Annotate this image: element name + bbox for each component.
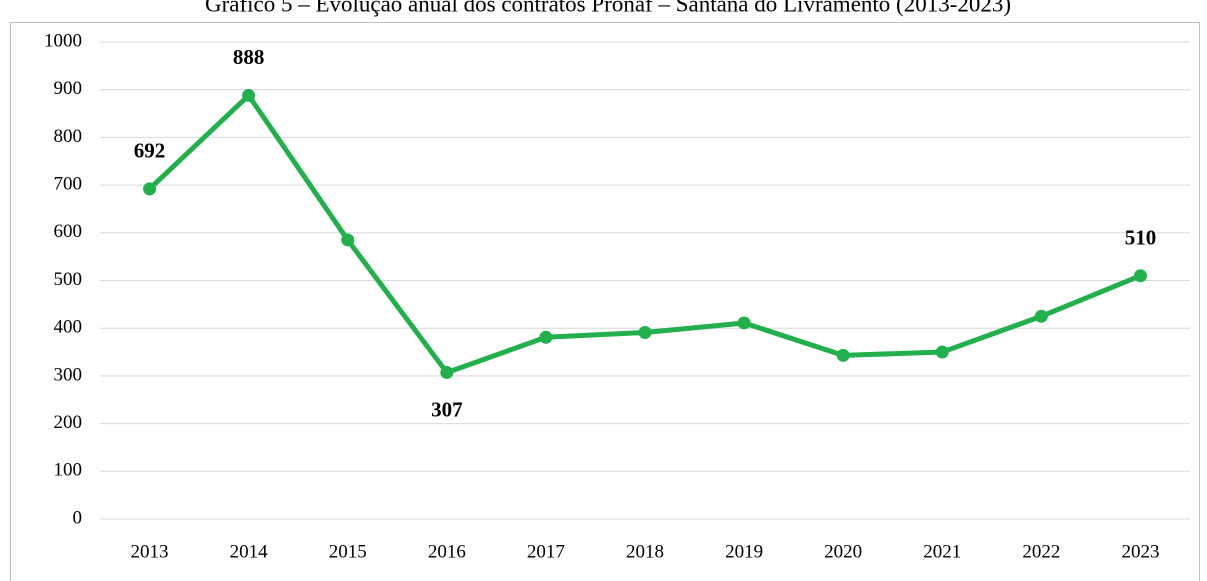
y-tick-label: 800 bbox=[54, 126, 83, 147]
y-tick-label: 0 bbox=[73, 507, 83, 528]
data-point bbox=[440, 366, 454, 380]
y-tick-label: 1000 bbox=[44, 30, 82, 51]
x-tick-label: 2016 bbox=[428, 541, 466, 562]
data-point bbox=[737, 316, 751, 330]
data-point bbox=[1034, 309, 1048, 323]
x-tick-label: 2020 bbox=[824, 541, 862, 562]
x-tick-label: 2019 bbox=[725, 541, 763, 562]
data-point bbox=[341, 233, 355, 247]
y-tick-label: 200 bbox=[54, 412, 83, 433]
y-tick-label: 900 bbox=[54, 78, 83, 99]
y-tick-label: 300 bbox=[54, 364, 83, 385]
data-point bbox=[143, 182, 157, 196]
y-tick-label: 500 bbox=[54, 269, 83, 290]
data-label: 888 bbox=[233, 45, 265, 69]
x-tick-label: 2018 bbox=[626, 541, 664, 562]
data-point bbox=[935, 345, 949, 359]
x-tick-label: 2017 bbox=[527, 541, 565, 562]
x-tick-label: 2023 bbox=[1121, 541, 1159, 562]
data-label: 307 bbox=[431, 397, 463, 421]
chart-title: Gráfico 5 – Evolução anual dos contratos… bbox=[205, 0, 1011, 16]
data-point bbox=[836, 348, 850, 362]
x-tick-label: 2021 bbox=[923, 541, 961, 562]
y-tick-label: 400 bbox=[54, 317, 83, 338]
data-point bbox=[1133, 269, 1147, 283]
chart-border bbox=[10, 22, 1200, 581]
data-point bbox=[539, 330, 553, 344]
data-point bbox=[638, 325, 652, 339]
x-tick-label: 2015 bbox=[329, 541, 367, 562]
x-tick-label: 2013 bbox=[131, 541, 169, 562]
y-tick-label: 600 bbox=[54, 221, 83, 242]
x-tick-label: 2014 bbox=[230, 541, 269, 562]
data-label: 510 bbox=[1125, 226, 1157, 250]
data-label: 692 bbox=[134, 139, 166, 163]
x-tick-label: 2022 bbox=[1022, 541, 1060, 562]
y-tick-label: 700 bbox=[54, 173, 83, 194]
data-point bbox=[242, 88, 256, 102]
y-tick-label: 100 bbox=[54, 460, 83, 481]
